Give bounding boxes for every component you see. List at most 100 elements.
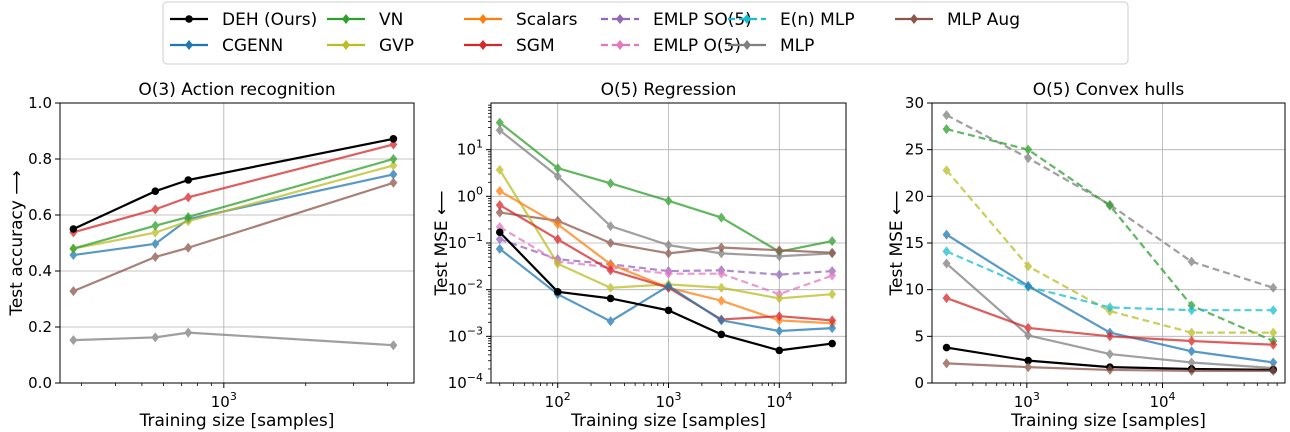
chart-panel: 0 5 10 15 20 25 30 103 104 O(5) Convex hulls Train… [887, 80, 1286, 431]
data-point [1187, 346, 1196, 357]
data-point [1024, 322, 1033, 333]
data-point [1105, 302, 1114, 313]
data-point [184, 242, 193, 253]
legend-entry: DEH (Ours) [170, 10, 317, 30]
data-point [942, 293, 951, 304]
data-point [775, 293, 784, 304]
data-point [69, 250, 78, 261]
data-point [1269, 282, 1278, 293]
data-point [495, 207, 504, 218]
data-point [717, 330, 726, 339]
y-axis-label: Test MSE ⟵ [887, 191, 907, 297]
data-point [828, 270, 837, 281]
x-tick-label: 103 [211, 390, 237, 411]
data-point [1187, 357, 1196, 368]
legend-entry: EMLP O(5) [601, 36, 741, 56]
y-axis-label: Test MSE ⟵ [432, 191, 452, 297]
data-point [606, 265, 615, 276]
data-point [828, 236, 837, 247]
y-tick-label: 10−3 [448, 324, 483, 345]
x-axis-label: Training size [samples] [570, 411, 766, 431]
data-point [606, 294, 615, 303]
data-point [664, 195, 673, 206]
legend-marker [479, 40, 487, 50]
panels: 0.0 0.2 0.4 0.6 0.8 1.0 103 O(3) Action recogni… [7, 80, 1286, 431]
y-tick-label: 0.0 [28, 374, 52, 392]
data-point [606, 282, 615, 293]
data-point [495, 125, 504, 136]
data-point [717, 282, 726, 293]
data-point [717, 212, 726, 223]
data-point [942, 165, 951, 176]
data-point [1024, 153, 1033, 164]
legend-label: GVP [379, 36, 414, 56]
data-point [942, 124, 951, 135]
data-point [1187, 327, 1196, 338]
series-line [73, 331, 394, 347]
data-point [775, 251, 784, 262]
legend-entry: SGM [464, 36, 555, 56]
data-point [69, 225, 78, 233]
panel-title: O(5) Regression [601, 80, 737, 100]
data-point [1269, 365, 1278, 376]
series-line [73, 157, 394, 250]
data-point [606, 259, 615, 270]
data-point [1187, 365, 1196, 376]
data-point [553, 163, 562, 174]
legend-marker [342, 14, 350, 24]
legend-entry: MLP Aug [895, 10, 1020, 30]
data-point [828, 323, 837, 334]
y-tick-label: 100 [457, 184, 483, 205]
y-tick-label: 15 [905, 234, 924, 252]
legend-entry: Scalars [464, 10, 578, 30]
legend-entry: GVP [327, 36, 414, 56]
data-point [717, 268, 726, 279]
legend-label: CGENN [222, 36, 283, 56]
data-point [69, 286, 78, 297]
legend-label: DEH (Ours) [222, 10, 317, 30]
y-tick-label: 5 [914, 327, 924, 345]
series-mlp [495, 125, 837, 262]
data-point [828, 339, 836, 348]
data-point [775, 269, 784, 280]
legend-label: E(n) MLP [780, 10, 855, 30]
y-tick-label: 101 [457, 138, 483, 159]
legend-marker [185, 15, 193, 23]
panel-title: O(5) Convex hulls [1033, 80, 1185, 100]
data-point [495, 186, 504, 197]
data-point [717, 295, 726, 306]
y-tick-label: 20 [905, 187, 924, 205]
x-tick-label: 104 [766, 390, 792, 411]
data-point [1269, 327, 1278, 338]
data-point [828, 315, 837, 326]
data-point [664, 280, 673, 291]
data-point [1024, 356, 1033, 365]
data-point [1269, 357, 1278, 368]
data-point [828, 289, 837, 300]
series-cgenn [942, 229, 1278, 368]
data-point [553, 171, 562, 182]
data-point [553, 219, 562, 230]
data-point [664, 268, 673, 279]
series-line [946, 128, 1274, 343]
series-line [72, 181, 394, 293]
data-point [495, 164, 504, 175]
data-point [1105, 200, 1114, 211]
y-tick-label: 1.0 [28, 94, 52, 112]
series-line [72, 137, 394, 230]
legend-marker [743, 14, 751, 24]
data-point [389, 160, 398, 171]
data-point [389, 135, 398, 143]
legend-label: SGM [516, 36, 555, 56]
data-point [775, 311, 784, 322]
data-point [151, 204, 160, 215]
data-point [717, 315, 726, 326]
data-point [184, 211, 193, 222]
legend-marker [743, 40, 751, 50]
x-tick-label: 103 [655, 390, 681, 411]
y-tick-label: 0.4 [28, 262, 52, 280]
series-mlp-aug [69, 177, 398, 297]
legend-marker [342, 40, 350, 50]
legend-marker [616, 14, 624, 24]
